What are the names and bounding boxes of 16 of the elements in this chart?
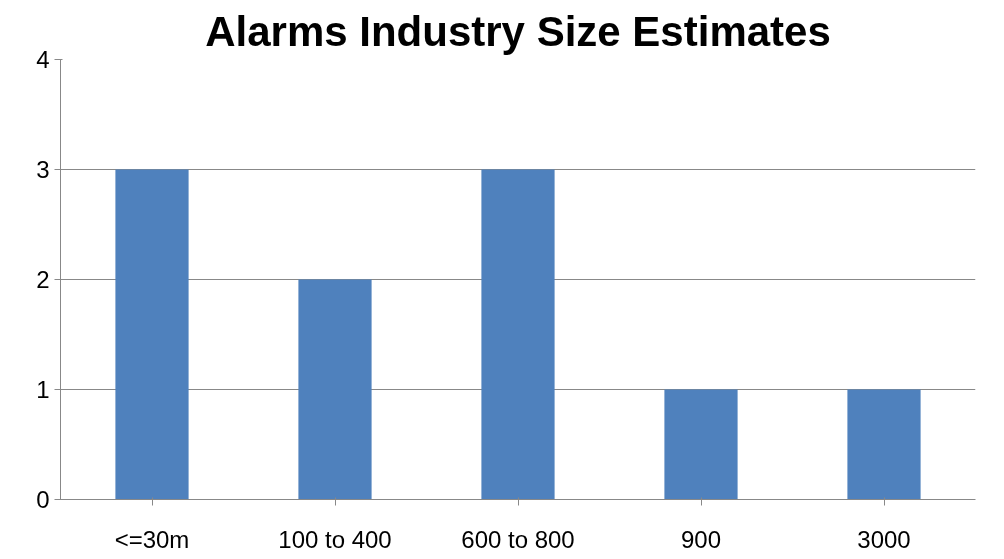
chart-title: Alarms Industry Size Estimates [205, 7, 831, 55]
x-tick-label: 600 to 800 [461, 525, 575, 553]
y-tick-label: 2 [36, 266, 50, 293]
bar [115, 169, 189, 500]
y-tick-label: 4 [36, 46, 50, 73]
x-tick-label: 900 [680, 525, 722, 553]
bar [298, 279, 372, 500]
bar [847, 389, 921, 500]
x-tick-label: 100 to 400 [278, 525, 392, 553]
y-tick-label: 1 [36, 376, 50, 403]
bar [664, 389, 738, 500]
y-tick-label: 0 [36, 486, 50, 513]
x-tick-label: 3000 [857, 525, 911, 553]
y-tick-label: 3 [36, 156, 50, 183]
x-tick-label: <=30m [114, 525, 190, 553]
bar [481, 169, 555, 500]
